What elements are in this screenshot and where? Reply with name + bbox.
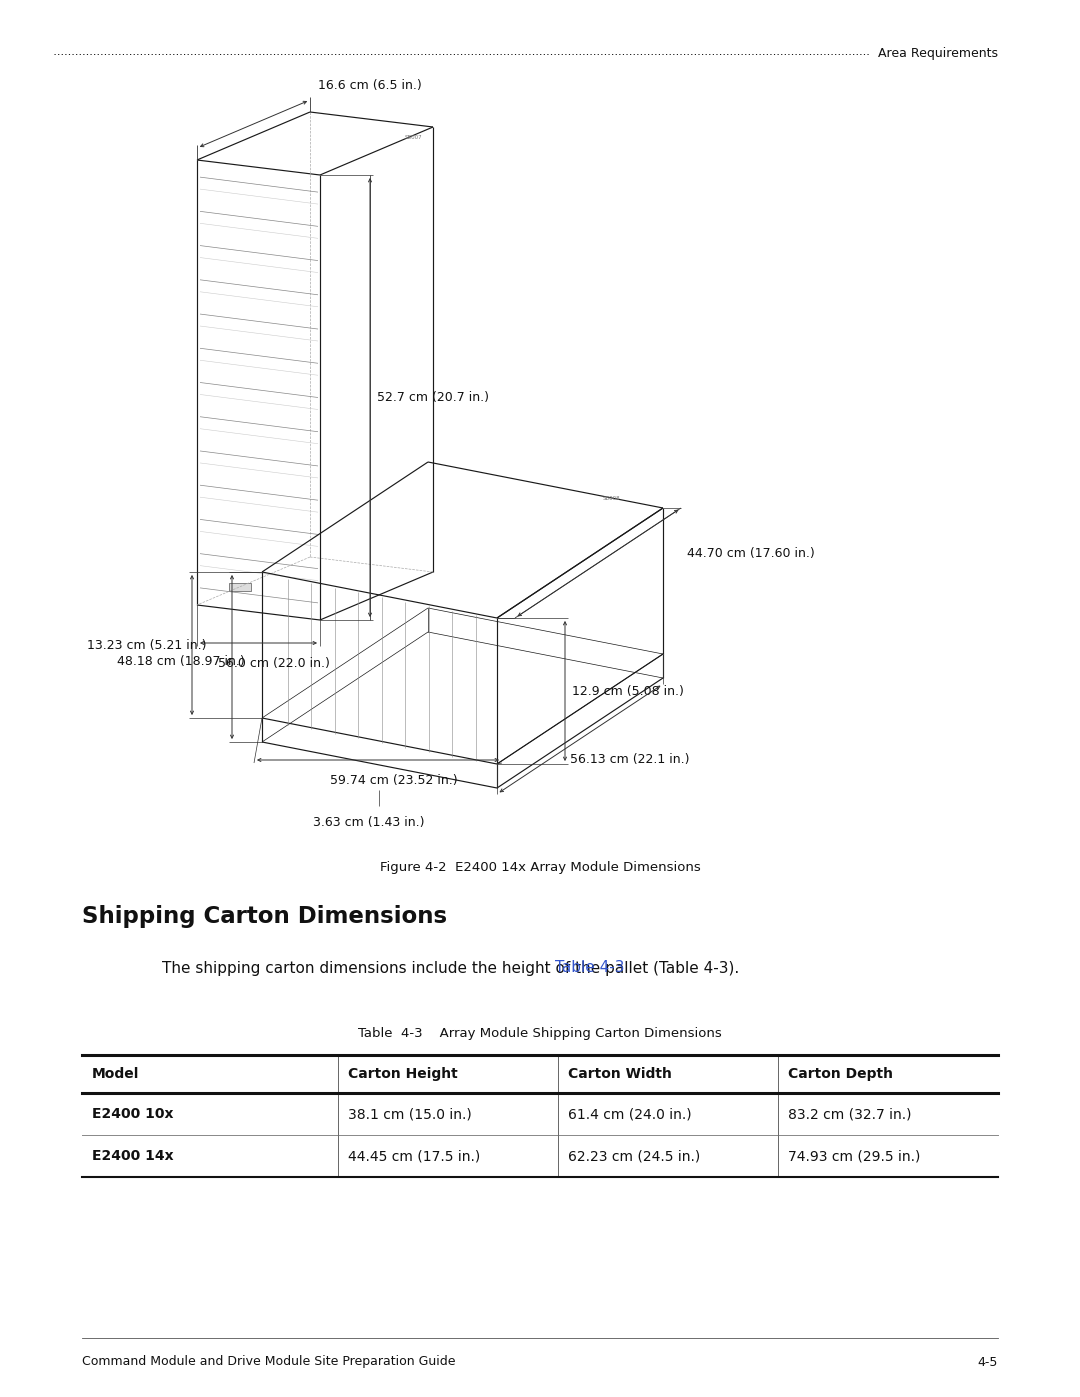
Text: 44.70 cm (17.60 in.): 44.70 cm (17.60 in.) bbox=[687, 546, 814, 560]
Text: 13.23 cm (5.21 in.): 13.23 cm (5.21 in.) bbox=[87, 638, 206, 651]
Text: Figure 4-2  E2400 14x Array Module Dimensions: Figure 4-2 E2400 14x Array Module Dimens… bbox=[380, 861, 700, 873]
Text: E2400 14x: E2400 14x bbox=[92, 1148, 174, 1162]
Text: Table 4-3: Table 4-3 bbox=[555, 961, 624, 975]
Text: Carton Depth: Carton Depth bbox=[788, 1067, 893, 1081]
Text: 3.63 cm (1.43 in.): 3.63 cm (1.43 in.) bbox=[313, 816, 424, 828]
Text: Table  4-3    Array Module Shipping Carton Dimensions: Table 4-3 Array Module Shipping Carton D… bbox=[359, 1027, 721, 1039]
Text: 44.45 cm (17.5 in.): 44.45 cm (17.5 in.) bbox=[349, 1148, 481, 1162]
Text: 61.4 cm (24.0 in.): 61.4 cm (24.0 in.) bbox=[568, 1106, 692, 1120]
Text: E2400 10x: E2400 10x bbox=[92, 1106, 174, 1120]
Text: 83.2 cm (32.7 in.): 83.2 cm (32.7 in.) bbox=[788, 1106, 912, 1120]
Text: 38.1 cm (15.0 in.): 38.1 cm (15.0 in.) bbox=[349, 1106, 472, 1120]
Text: 56.13 cm (22.1 in.): 56.13 cm (22.1 in.) bbox=[570, 753, 689, 766]
Text: 48.18 cm (18.97 in.): 48.18 cm (18.97 in.) bbox=[117, 655, 245, 669]
Text: 56.0 cm (22.0 in.): 56.0 cm (22.0 in.) bbox=[218, 657, 330, 671]
Text: SB008: SB008 bbox=[603, 496, 621, 502]
Text: 4-5: 4-5 bbox=[977, 1355, 998, 1369]
Text: Carton Height: Carton Height bbox=[349, 1067, 458, 1081]
Text: 74.93 cm (29.5 in.): 74.93 cm (29.5 in.) bbox=[788, 1148, 920, 1162]
Text: The shipping carton dimensions include the height of the pallet (Table 4-3).: The shipping carton dimensions include t… bbox=[162, 961, 739, 975]
Text: Command Module and Drive Module Site Preparation Guide: Command Module and Drive Module Site Pre… bbox=[82, 1355, 456, 1369]
Text: 52.7 cm (20.7 in.): 52.7 cm (20.7 in.) bbox=[377, 391, 489, 404]
Text: Area Requirements: Area Requirements bbox=[878, 47, 998, 60]
Text: Carton Width: Carton Width bbox=[568, 1067, 672, 1081]
Text: 59.74 cm (23.52 in.): 59.74 cm (23.52 in.) bbox=[329, 774, 457, 787]
Text: Shipping Carton Dimensions: Shipping Carton Dimensions bbox=[82, 904, 447, 928]
Text: 62.23 cm (24.5 in.): 62.23 cm (24.5 in.) bbox=[568, 1148, 701, 1162]
FancyBboxPatch shape bbox=[229, 583, 251, 591]
Text: SB007: SB007 bbox=[405, 136, 422, 140]
Text: 12.9 cm (5.08 in.): 12.9 cm (5.08 in.) bbox=[572, 685, 684, 697]
Text: 16.6 cm (6.5 in.): 16.6 cm (6.5 in.) bbox=[318, 80, 422, 92]
Text: Model: Model bbox=[92, 1067, 139, 1081]
